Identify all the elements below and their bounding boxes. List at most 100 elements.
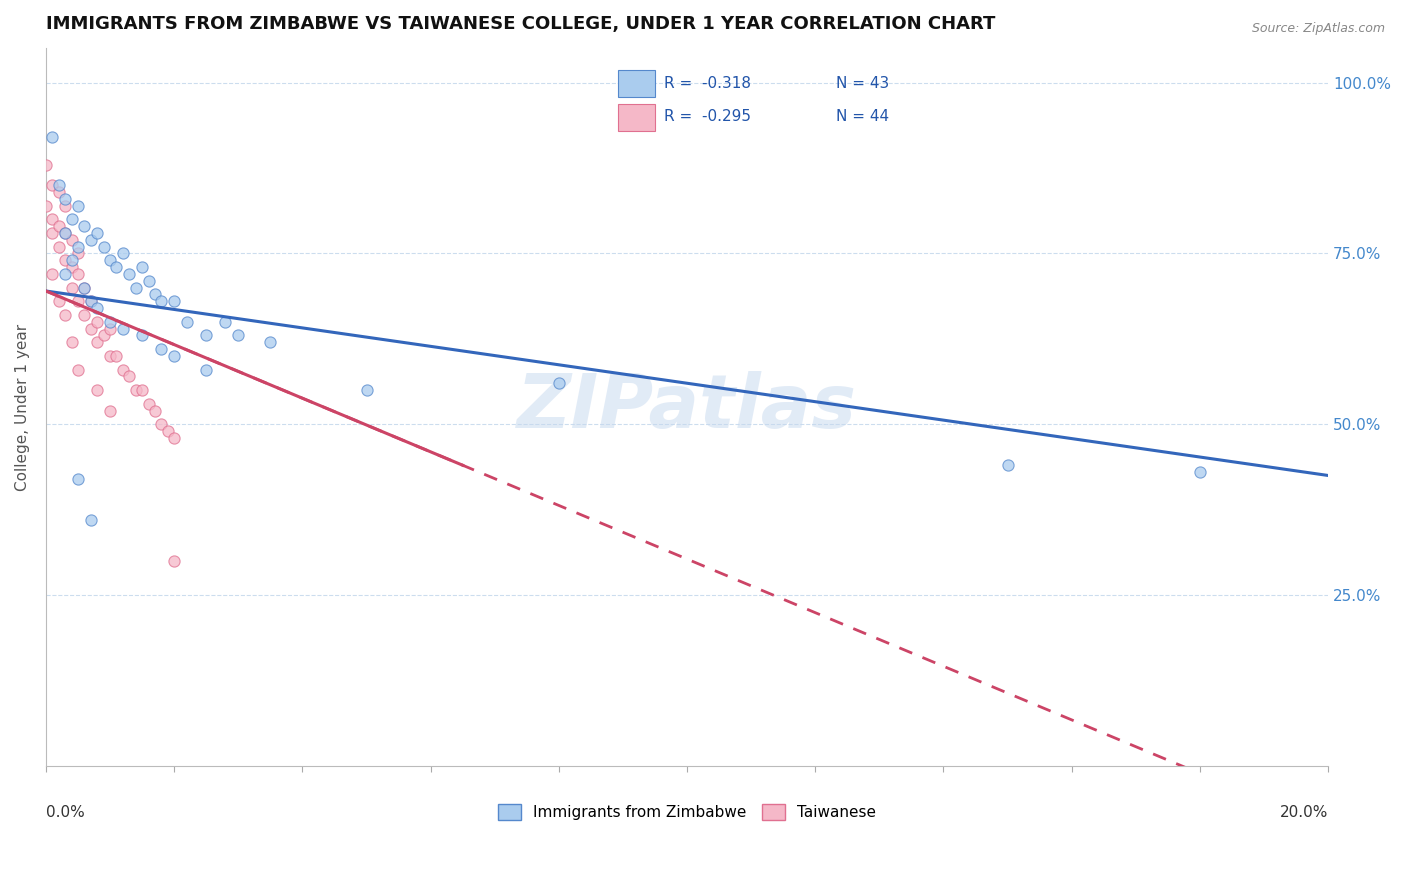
Point [73,280,96,294]
Point [60,253,83,268]
Point [80,233,103,247]
Point [73,219,96,233]
Point [138,274,160,288]
Point [66,362,89,376]
Point [98,253,121,268]
Point [53,198,76,212]
Text: ZIPatlas: ZIPatlas [517,371,858,443]
Text: 0.0%: 0.0% [46,805,84,821]
Point [66,246,89,260]
Point [111,362,134,376]
Point [163,294,186,309]
Point [118,369,141,384]
Point [93,328,115,343]
Point [131,328,153,343]
Point [356,383,378,397]
Point [1188,465,1211,479]
Point [53,226,76,240]
Point [98,403,121,417]
Point [150,294,173,309]
Point [195,362,218,376]
Point [143,287,166,301]
Text: IMMIGRANTS FROM ZIMBABWE VS TAIWANESE COLLEGE, UNDER 1 YEAR CORRELATION CHART: IMMIGRANTS FROM ZIMBABWE VS TAIWANESE CO… [46,15,995,33]
Point [66,294,89,309]
Point [41,212,63,227]
Point [176,315,198,329]
Point [93,239,115,253]
Point [86,335,108,350]
Point [80,294,103,309]
Point [118,267,141,281]
Point [98,315,121,329]
Point [111,321,134,335]
Point [66,472,89,486]
Text: N = 43: N = 43 [837,76,890,91]
Point [53,192,76,206]
Point [41,130,63,145]
Point [86,226,108,240]
Point [125,280,148,294]
Point [163,554,186,568]
Point [48,294,70,309]
Point [143,403,166,417]
Point [156,424,179,438]
FancyBboxPatch shape [619,70,655,96]
Point [214,315,236,329]
Point [86,383,108,397]
Point [66,239,89,253]
Point [547,376,569,391]
Point [41,267,63,281]
Point [73,308,96,322]
Point [80,513,103,527]
Point [53,226,76,240]
Point [73,280,96,294]
Point [53,308,76,322]
Text: 20.0%: 20.0% [1279,805,1329,821]
Point [226,328,249,343]
Point [80,321,103,335]
Point [60,260,83,274]
Point [60,233,83,247]
Point [150,342,173,356]
Point [48,185,70,199]
Point [66,267,89,281]
Point [105,349,128,363]
Y-axis label: College, Under 1 year: College, Under 1 year [15,324,30,491]
Point [259,335,281,350]
Point [53,253,76,268]
Point [131,383,153,397]
Point [48,239,70,253]
Point [98,321,121,335]
Legend: Immigrants from Zimbabwe, Taiwanese: Immigrants from Zimbabwe, Taiwanese [492,798,882,826]
Point [111,246,134,260]
FancyBboxPatch shape [619,104,655,130]
Point [163,431,186,445]
Point [138,397,160,411]
Point [163,349,186,363]
Point [150,417,173,432]
Point [48,178,70,193]
Point [35,198,58,212]
Point [60,280,83,294]
Point [86,315,108,329]
Text: Source: ZipAtlas.com: Source: ZipAtlas.com [1251,22,1385,36]
Point [66,198,89,212]
Point [997,458,1019,473]
Text: R =  -0.318: R = -0.318 [665,76,751,91]
Point [195,328,218,343]
Point [48,219,70,233]
Point [86,301,108,315]
Point [105,260,128,274]
Point [60,212,83,227]
Text: R =  -0.295: R = -0.295 [665,109,751,124]
Point [41,178,63,193]
Point [125,383,148,397]
Point [53,267,76,281]
Point [35,158,58,172]
Point [80,294,103,309]
Point [41,226,63,240]
Point [98,349,121,363]
Point [131,260,153,274]
Text: N = 44: N = 44 [837,109,890,124]
Point [60,335,83,350]
